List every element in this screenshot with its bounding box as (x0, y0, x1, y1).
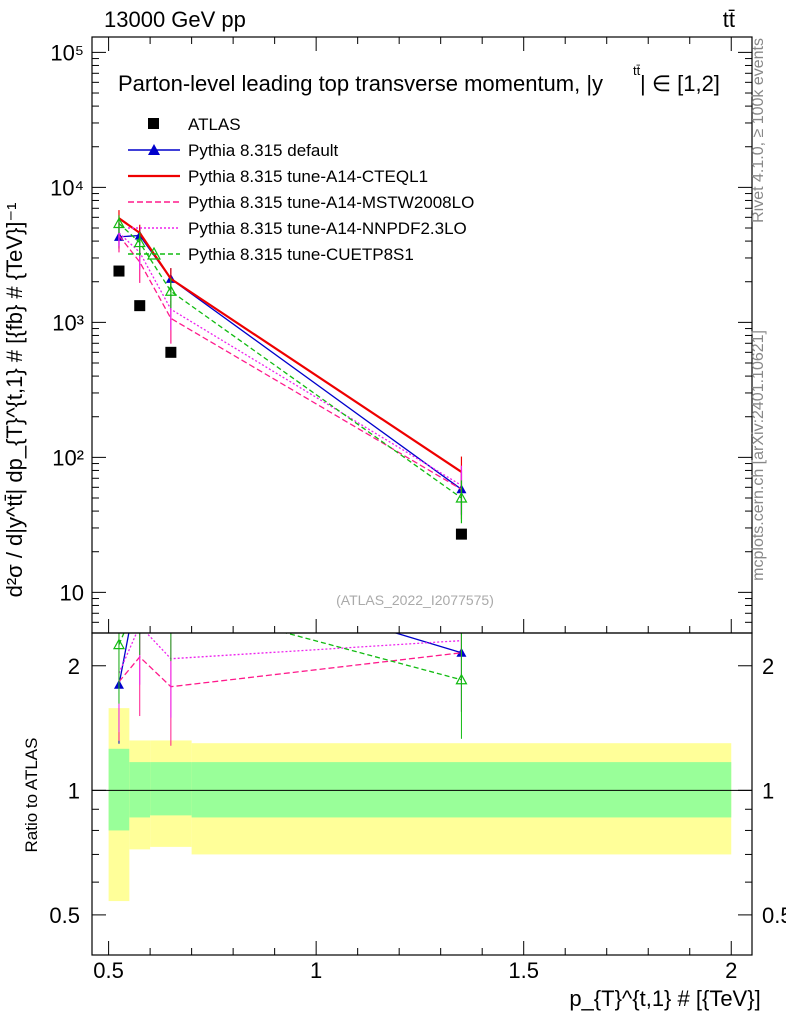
ratio-line-3 (118, 652, 462, 688)
y-axis-label: d²σ / d|y^tt̄| dp_{T}^{t,1} # [{fb} # {T… (2, 203, 27, 598)
energy-label: 13000 GeV pp (104, 7, 246, 32)
x-tick-label: 2 (725, 958, 737, 983)
main-point (112, 217, 126, 229)
main-line-2 (118, 217, 463, 473)
legend-label: Pythia 8.315 tune-A14-NNPDF2.3LO (188, 219, 467, 238)
ratio-line-5 (118, 633, 462, 681)
ratio-y-tick-label: 2 (68, 654, 80, 679)
legend-marker (146, 246, 162, 260)
legend-label: Pythia 8.315 tune-A14-MSTW2008LO (188, 193, 474, 212)
ratio-y-tick-label-right: 2 (762, 654, 774, 679)
x-tick-label: 0.5 (93, 958, 124, 983)
x-axis-label: p_{T}^{t,1} # [{TeV}] (569, 986, 760, 1011)
legend-entry: ATLAS (148, 115, 241, 134)
main-line-5 (118, 223, 462, 499)
ratio-y-tick-label: 0.5 (49, 903, 80, 928)
ratio-point (112, 638, 126, 650)
y-tick-label: 10⁴ (50, 175, 84, 200)
legend-marker (148, 118, 159, 129)
x-tick-label: 1 (310, 958, 322, 983)
ratio-y-tick-label: 1 (68, 778, 80, 803)
main-line-4 (118, 232, 462, 486)
process-label: tt̄ (723, 7, 735, 32)
side-label-top: Rivet 4.1.0, ≥ 100k events (750, 38, 767, 223)
ratio-line-4 (118, 633, 462, 674)
atlas-data-point (455, 528, 467, 540)
legend-marker (148, 144, 160, 155)
main-series-group (112, 210, 468, 540)
ratio-y-tick-label-right: 0.5 (762, 903, 786, 928)
y-tick-label: 10² (52, 445, 84, 470)
ratio-point (135, 591, 145, 600)
ratio-series-group (112, 560, 468, 746)
ratio-point (166, 597, 176, 606)
ratio-band-stat (129, 762, 151, 818)
legend-entry: Pythia 8.315 default (128, 141, 339, 160)
ratio-point (166, 560, 176, 569)
x-tick-label: 1.5 (508, 958, 539, 983)
legend-label: ATLAS (188, 115, 241, 134)
y-tick-label: 10³ (52, 310, 84, 335)
ratio-band-stat (108, 748, 130, 831)
y-tick-label: 10 (60, 580, 84, 605)
ratio-band-stat (191, 762, 732, 818)
legend-label: Pythia 8.315 default (188, 141, 339, 160)
legend-entry: Pythia 8.315 tune-A14-CTEQL1 (128, 167, 428, 186)
ratio-point (135, 571, 145, 580)
atlas-data-point (165, 346, 177, 358)
legend-entry: Pythia 8.315 tune-CUETP8S1 (128, 245, 414, 264)
atlas-data-point (134, 300, 146, 312)
ratio-point (455, 673, 468, 685)
main-point (133, 236, 146, 248)
legend-entry: Pythia 8.315 tune-A14-NNPDF2.3LO (128, 219, 467, 238)
watermark: (ATLAS_2022_I2077575) (336, 592, 494, 608)
ratio-line-1 (118, 633, 462, 685)
chart-title-suffix: | ∈ [1,2] (640, 71, 720, 96)
legend-entry: Pythia 8.315 tune-A14-MSTW2008LO (128, 193, 474, 212)
legend-label: Pythia 8.315 tune-A14-CTEQL1 (188, 167, 428, 186)
main-point (455, 491, 468, 503)
legend-label: Pythia 8.315 tune-CUETP8S1 (188, 245, 414, 264)
atlas-data-point (113, 265, 125, 277)
chart-title-super: tt̄ (633, 63, 641, 78)
chart-title: Parton-level leading top transverse mome… (118, 71, 603, 96)
ratio-frame (91, 632, 753, 956)
ratio-band-stat (150, 762, 192, 816)
side-label-bottom: mcplots.cern.ch [arXiv:2401.10621] (750, 330, 767, 581)
main-point (164, 285, 177, 296)
y-tick-label: 10⁵ (50, 40, 84, 65)
ratio-y-axis-label: Ratio to ATLAS (22, 738, 41, 853)
main-line-3 (118, 235, 462, 490)
ratio-y-tick-label-right: 1 (762, 778, 774, 803)
